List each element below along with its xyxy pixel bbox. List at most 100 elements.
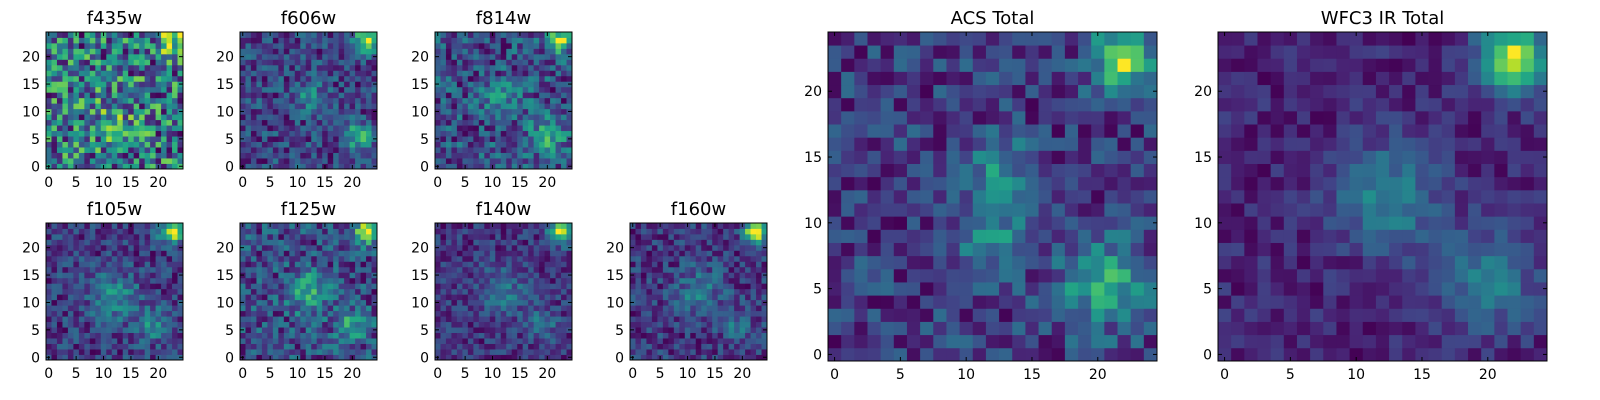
heatmap-cell [522,53,529,60]
heatmap-cell [511,321,518,328]
heatmap-cell [355,64,361,71]
heatmap-cell [668,332,675,339]
heatmap-cell [355,92,361,99]
heatmap-cell [78,228,85,235]
x-tick-label: 20 [149,366,167,382]
heatmap-cell [440,70,447,77]
heatmap-cell [972,347,987,362]
heatmap-cell [489,81,496,88]
heatmap-cell [256,103,263,110]
heatmap-cell [278,70,285,77]
heatmap-cell [473,321,480,328]
heatmap-cell [144,103,151,110]
heatmap-cell [316,147,323,153]
heatmap-cell [139,338,146,344]
heatmap-cell [451,272,458,279]
heatmap-cell [371,223,378,229]
heatmap-cell [1025,189,1039,204]
heatmap-cell [539,305,545,312]
heatmap-cell [311,223,318,229]
heatmap-cell [333,327,340,333]
heatmap-cell [959,347,974,362]
heatmap-cell [177,294,184,301]
heatmap-cell [349,255,356,262]
heatmap-cell [133,147,140,153]
heatmap-cell [144,305,151,312]
heatmap-cell [933,216,947,230]
heatmap-cell [89,294,96,301]
heatmap-cell [155,261,162,268]
heatmap-cell [561,283,567,290]
heatmap-cell [250,136,257,142]
heatmap-cell [344,48,350,55]
heatmap-cell [539,327,545,333]
heatmap-cell [333,338,340,344]
heatmap-cell [56,277,63,284]
heatmap-cell [717,332,724,339]
heatmap-cell [456,42,463,49]
heatmap-cell [920,334,934,349]
heatmap-cell [561,114,567,121]
heatmap-cell [539,354,545,361]
heatmap-cell [435,92,441,99]
heatmap-cell [95,228,102,235]
heatmap-cell [67,141,74,148]
heatmap-cell [338,305,345,312]
heatmap-cell [166,147,173,153]
heatmap-cell [657,239,664,246]
heatmap-cell [111,349,118,355]
heatmap-cell [484,338,491,344]
heatmap-cell [371,64,378,71]
heatmap-cell [62,158,69,164]
heatmap-cell [84,147,91,153]
heatmap-cell [739,239,746,246]
heatmap-cell [478,152,485,159]
heatmap-cell [723,283,730,290]
heatmap-cell [561,59,567,66]
heatmap-cell [728,239,735,246]
heatmap-cell [451,48,458,55]
heatmap-cell [95,327,102,333]
heatmap-cell [695,239,702,246]
heatmap-cell [261,283,268,290]
heatmap-cell [56,223,63,229]
heatmap-cell [695,332,702,339]
heatmap-cell [349,108,356,115]
heatmap-cell [73,316,80,323]
heatmap-cell [133,244,140,251]
heatmap-cell [555,343,562,350]
heatmap-cell [533,32,540,38]
heatmap-cell [128,327,135,333]
heatmap-cell [366,343,372,350]
heatmap-cell [723,343,730,350]
heatmap-cell [150,158,156,164]
heatmap-cell [250,114,257,121]
heatmap-cell [240,158,246,164]
heatmap-cell [117,332,124,339]
heatmap-cell [946,268,960,283]
heatmap-cell [360,305,367,312]
heatmap-cell [484,354,491,361]
heatmap-cell [283,305,290,312]
heatmap-cell [333,59,340,66]
heatmap-cell [150,299,156,306]
heatmap-cell [311,321,318,328]
heatmap-cell [893,295,908,309]
heatmap-cell [371,70,378,77]
heatmap-cell [528,321,535,328]
heatmap-cell [67,130,74,137]
heatmap-cell [435,103,441,110]
heatmap-cell [561,228,567,235]
heatmap-cell [139,81,146,88]
heatmap-cell [550,97,556,104]
x-tick-label: 10 [289,366,307,382]
heatmap-cell [166,261,173,268]
heatmap-cell [533,338,540,344]
heatmap-cell [495,239,502,246]
heatmap-cell [456,233,463,240]
heatmap-cell [150,294,156,301]
heatmap-cell [51,97,58,104]
heatmap-cell [73,255,80,262]
heatmap-cell [506,332,513,339]
heatmap-cell [544,42,551,49]
